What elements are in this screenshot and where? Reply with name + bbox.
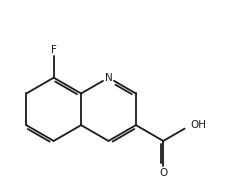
Text: O: O bbox=[158, 167, 167, 178]
Text: OH: OH bbox=[190, 120, 206, 130]
Text: N: N bbox=[104, 73, 112, 83]
Text: F: F bbox=[51, 45, 56, 55]
